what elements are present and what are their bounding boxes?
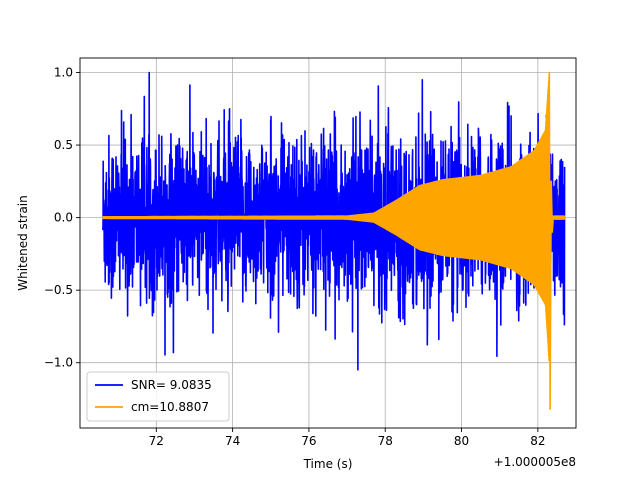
y-tick-label: −1.0 [44,356,73,370]
y-tick-label: 0.5 [54,138,73,152]
y-axis-title: Whitened strain [16,195,30,291]
x-tick-label: 76 [301,434,316,448]
y-axis: −1.0 −0.5 0.0 0.5 1.0 [44,66,80,370]
y-tick-label: 1.0 [54,66,73,80]
legend-label-snr: SNR= 9.0835 [131,378,212,392]
plot-area [102,71,566,410]
legend-label-cm: cm=10.8807 [131,400,209,414]
x-tick-label: 74 [225,434,240,448]
series-line-cm [102,71,566,410]
x-axis: 72 74 76 78 80 82 [149,428,545,448]
x-tick-label: 80 [454,434,469,448]
legend: SNR= 9.0835 cm=10.8807 [86,371,230,422]
y-tick-label: −0.5 [44,283,73,297]
x-tick-label: 72 [149,434,164,448]
axes-frame [79,57,577,429]
x-tick-label: 82 [530,434,545,448]
x-tick-label: 78 [378,434,393,448]
x-axis-offset-label: +1.000005e8 [494,455,576,469]
y-tick-label: 0.0 [54,211,73,225]
x-axis-title: Time (s) [303,457,353,471]
